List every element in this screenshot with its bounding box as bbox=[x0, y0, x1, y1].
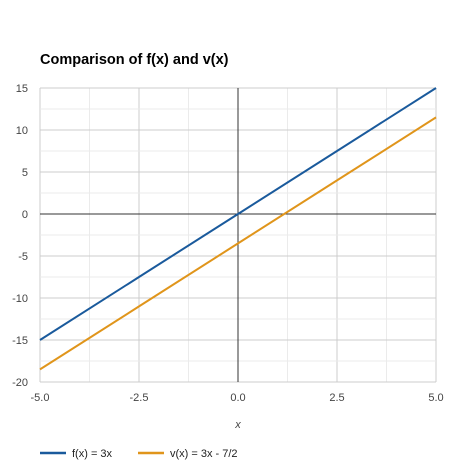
x-tick-label: -5.0 bbox=[31, 392, 50, 404]
x-tick-label: 0.0 bbox=[230, 392, 245, 404]
y-tick-label: 0 bbox=[22, 209, 28, 221]
y-tick-label: -10 bbox=[12, 293, 28, 305]
legend-label: v(x) = 3x - 7/2 bbox=[170, 448, 238, 460]
x-tick-label: -2.5 bbox=[130, 392, 149, 404]
legend-item: f(x) = 3x bbox=[40, 448, 113, 460]
chart-title: Comparison of f(x) and v(x) bbox=[40, 52, 229, 68]
tick-labels: 15 10 5 0 -5 -10 -15 -20-5.0 -2.5 0.0 2.5 5.0 bbox=[12, 83, 444, 404]
y-tick-label: -15 bbox=[12, 335, 28, 347]
x-axis-label: x bbox=[234, 419, 241, 431]
legend-label: f(x) = 3x bbox=[72, 448, 113, 460]
series-line-1 bbox=[39, 87, 437, 341]
y-tick-label: 5 bbox=[22, 167, 28, 179]
series-lines bbox=[39, 87, 437, 371]
y-tick-label: -5 bbox=[18, 251, 28, 263]
legend: f(x) = 3x v(x) = 3x - 7/2 bbox=[40, 448, 238, 460]
legend-item: v(x) = 3x - 7/2 bbox=[138, 448, 238, 460]
series-line-2 bbox=[39, 116, 437, 371]
x-tick-label: 5.0 bbox=[428, 392, 443, 404]
x-tick-label: 2.5 bbox=[329, 392, 344, 404]
y-tick-label: 10 bbox=[16, 125, 28, 137]
y-tick-label: 15 bbox=[16, 83, 28, 95]
y-tick-label: -20 bbox=[12, 377, 28, 389]
